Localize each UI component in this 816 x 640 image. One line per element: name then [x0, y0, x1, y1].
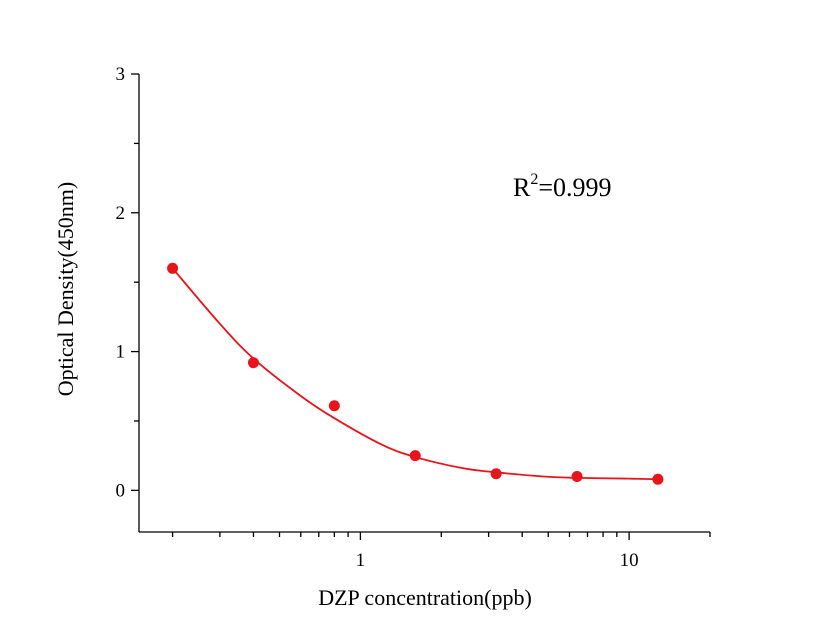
- data-point: [571, 470, 583, 482]
- data-point: [247, 357, 259, 369]
- data-point: [652, 473, 664, 485]
- y-tick-label: 0: [116, 480, 126, 501]
- y-tick-label: 2: [116, 203, 126, 224]
- y-tick-label: 1: [116, 342, 126, 363]
- x-axis-title: DZP concentration(ppb): [318, 585, 532, 610]
- x-ticks: 1 10: [171, 532, 711, 571]
- r-squared-base: R: [513, 173, 531, 202]
- y-ticks: 0 1 2 3: [116, 64, 139, 501]
- y-tick-label: 3: [116, 64, 126, 85]
- x-tick-label: 1: [356, 550, 366, 571]
- data-points: [167, 262, 664, 485]
- chart-axes: [138, 74, 710, 533]
- data-point: [490, 468, 502, 480]
- r-squared-superscript: 2: [530, 171, 538, 188]
- fit-curve: [171, 267, 658, 481]
- r-squared-value: =0.999: [538, 173, 611, 202]
- data-point: [328, 400, 340, 412]
- r-squared-annotation: R2=0.999: [513, 171, 612, 202]
- data-point: [167, 262, 179, 274]
- data-point: [409, 450, 421, 462]
- x-tick-label: 10: [620, 550, 639, 571]
- y-axis-title: Optical Density(450nm): [53, 182, 78, 396]
